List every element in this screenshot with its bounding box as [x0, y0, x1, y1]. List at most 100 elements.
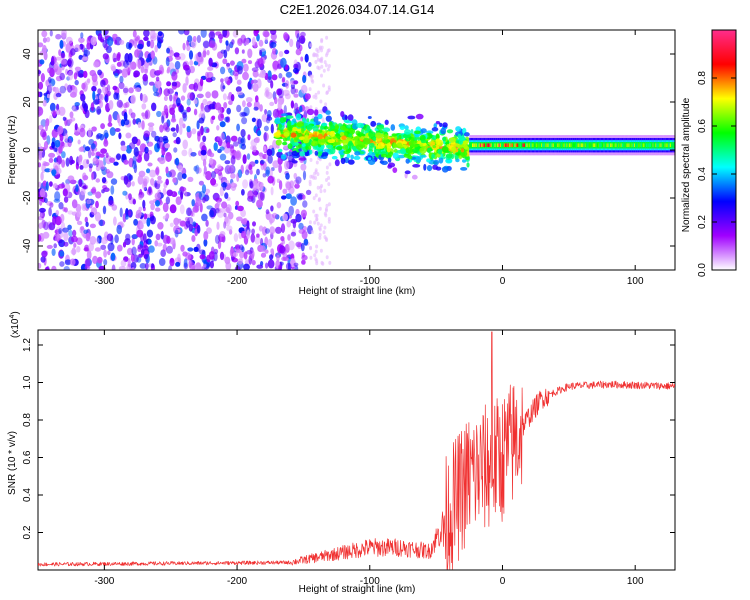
spectrogram-cell: [257, 130, 262, 137]
spectrogram-cell: [208, 209, 214, 218]
spectrogram-cell: [110, 178, 118, 185]
spectrogram-cell: [288, 240, 295, 251]
spectrogram-cell: [354, 151, 361, 156]
spectrogram-cell: [146, 57, 150, 63]
spectrogram-cell: [55, 92, 62, 98]
spectrogram-cell: [325, 203, 329, 208]
spectrogram-cell: [328, 162, 332, 167]
spectrogram-cell: [82, 175, 89, 181]
spectrogram-cell: [511, 143, 514, 147]
spectrogram-cell: [153, 91, 160, 97]
spectrogram-cell: [52, 215, 57, 226]
spectrogram-cell: [391, 133, 397, 137]
spectrogram-cell: [232, 252, 238, 258]
spectrogram-cell: [665, 143, 668, 147]
spectrogram-cell: [48, 152, 56, 158]
spectrogram-cell: [187, 176, 194, 182]
spectrogram-cell: [260, 191, 265, 202]
spectrogram-cell: [574, 143, 576, 147]
spectrogram-cell: [42, 99, 47, 107]
spectrogram-cell: [334, 159, 340, 167]
spectrogram-cell: [40, 73, 46, 83]
spectrogram-cell: [144, 68, 148, 74]
spectrogram-cell: [283, 132, 290, 137]
spectrogram-cell: [306, 118, 310, 123]
spectrogram-cell: [300, 56, 304, 62]
spectrogram-cell: [76, 220, 83, 226]
spectrogram-cell: [74, 102, 80, 107]
spectrogram-cell: [200, 149, 207, 156]
spectrogram-cell: [402, 133, 411, 139]
spectrogram-cell: [567, 143, 570, 147]
x-tick-label: -300: [94, 276, 114, 287]
spectrogram-cell: [281, 195, 287, 200]
spectrogram-cell: [368, 131, 376, 138]
colorbar-tick-label: 0.2: [697, 215, 708, 229]
spectrogram-cell: [324, 207, 328, 212]
spectrogram-cell: [448, 137, 456, 143]
spectrogram-cell: [47, 67, 53, 74]
spectrogram-cell: [343, 150, 351, 155]
spectrogram-cell: [38, 162, 42, 168]
spectrogram-cell: [208, 31, 216, 40]
spectrogram-cell: [335, 125, 340, 129]
spectrogram-cell: [242, 217, 248, 226]
spectrogram-cell: [283, 117, 287, 122]
spectrogram-cell: [308, 220, 312, 225]
spectrogram-cell: [281, 78, 285, 83]
spectrogram-cell: [455, 140, 460, 144]
spectrogram-cell: [116, 69, 123, 74]
spectrogram-cell: [128, 87, 134, 94]
spectrogram-cell: [526, 143, 529, 147]
spectrogram-cell: [617, 143, 620, 147]
spectrogram-cell: [82, 100, 86, 109]
spectrogram-cell: [673, 143, 675, 147]
spectrogram-cell: [348, 140, 353, 146]
spectrogram-cell: [302, 194, 306, 200]
spectrogram-cell: [234, 265, 241, 270]
spectrogram-cell: [264, 249, 269, 254]
spectrogram-cell: [116, 113, 120, 124]
spectrogram-cell: [126, 247, 134, 256]
spectrogram-cell: [142, 245, 149, 252]
spectrogram-cell: [239, 143, 243, 149]
spectrogram-cell: [91, 150, 95, 157]
spectrogram-cell: [133, 38, 138, 49]
spectrogram-cell: [435, 138, 441, 146]
spectrogram-cell: [96, 106, 102, 115]
spectrogram-cell: [151, 130, 157, 138]
spectrogram-cell: [38, 106, 44, 116]
spectrogram-cell: [272, 108, 280, 119]
spectrogram-cell: [74, 123, 78, 131]
spectrogram-cell: [60, 52, 66, 59]
spectrogram-cell: [251, 228, 256, 235]
spectrogram-cell: [166, 47, 171, 54]
spectrogram-cell: [142, 73, 148, 82]
spectrogram-cell: [293, 262, 299, 267]
spectrogram-cell: [302, 74, 307, 84]
spectrogram-cell: [67, 210, 74, 215]
spectrogram-cell: [625, 143, 628, 147]
spectrogram-cell: [172, 132, 177, 138]
spectrogram-cell: [270, 30, 277, 35]
spectrogram-cell: [87, 127, 92, 138]
spectrogram-cell: [45, 181, 49, 192]
spectrogram-cell: [426, 147, 431, 154]
spectrogram-cell: [624, 143, 627, 147]
spectrogram-cell: [158, 258, 166, 266]
spectrogram-cell: [246, 229, 250, 240]
spectrogram-cell: [250, 139, 258, 148]
spectrogram-cell: [38, 234, 42, 242]
spectrogram-cell: [116, 99, 123, 108]
colorbar-tick-label: 0.8: [697, 71, 708, 85]
spectrogram-cell: [542, 143, 544, 147]
spectrogram-cell: [392, 167, 398, 174]
spectrogram-cell: [667, 143, 669, 147]
spectrogram-cell: [235, 200, 240, 207]
spectrogram-cell: [156, 110, 162, 118]
spectrogram-cell: [124, 53, 130, 63]
spectrogram-cell: [87, 191, 93, 196]
spectrogram-cell: [201, 213, 208, 222]
spectrogram-cell: [648, 143, 651, 147]
spectrogram-cell: [451, 146, 457, 153]
